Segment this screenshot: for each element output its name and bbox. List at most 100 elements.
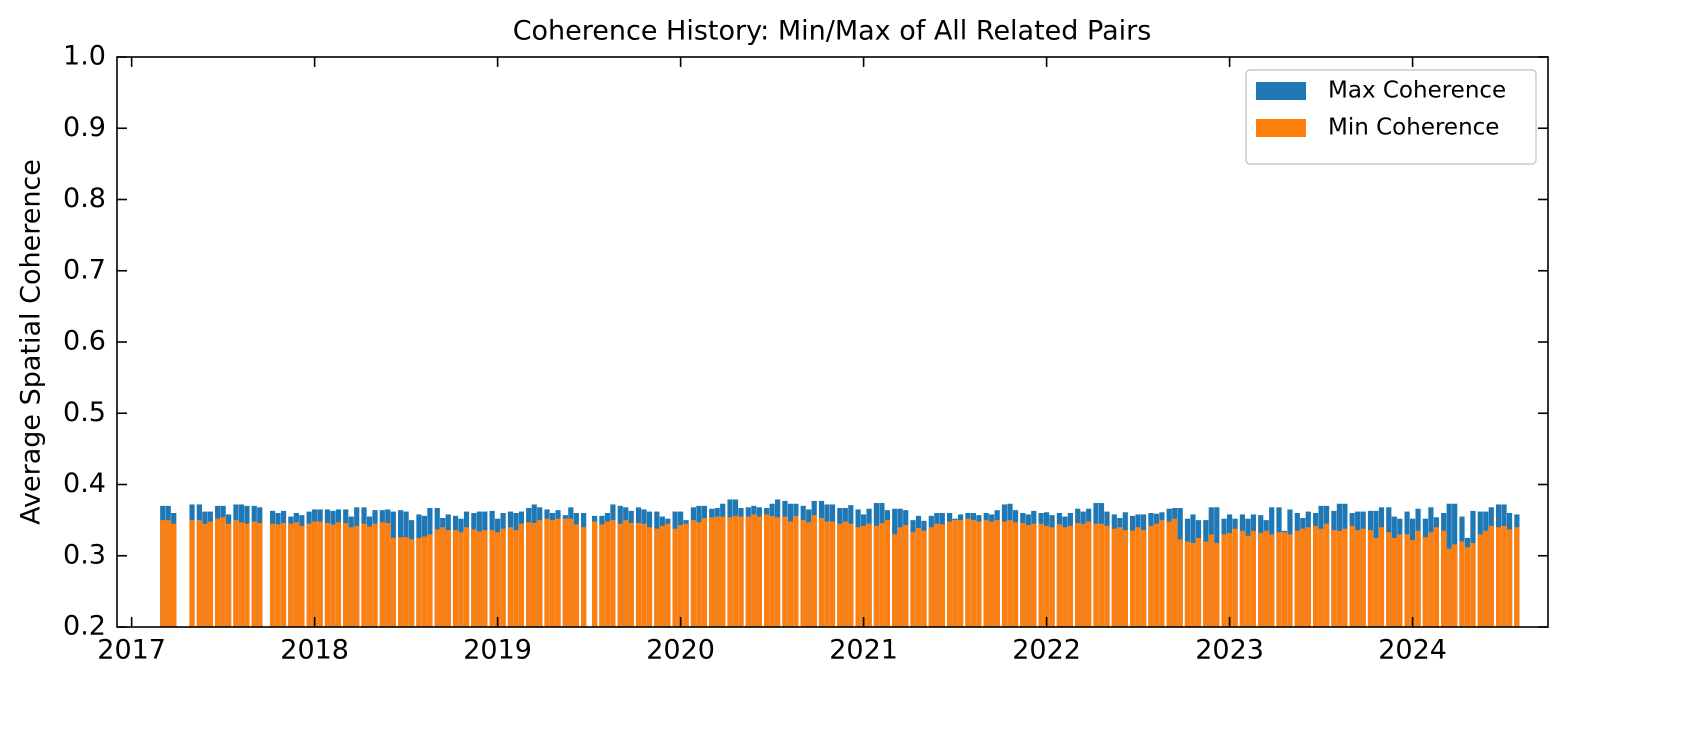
bar <box>848 523 854 627</box>
bar <box>1159 520 1165 627</box>
bar <box>690 520 697 627</box>
bar <box>1049 527 1055 627</box>
bar <box>403 537 409 627</box>
bar <box>354 525 360 627</box>
bar <box>787 521 794 627</box>
y-tick-label: 0.7 <box>63 254 106 285</box>
bar <box>518 523 525 627</box>
bar <box>921 530 927 627</box>
bar <box>782 516 788 627</box>
bar <box>1422 537 1428 627</box>
bar <box>463 527 470 627</box>
bar <box>1415 530 1421 627</box>
bar <box>1007 520 1013 627</box>
bar <box>1044 525 1050 627</box>
bar <box>806 522 812 627</box>
bar <box>1062 527 1068 627</box>
axes: 0.2 0.3 0.4 0.5 0.6 0.7 0.8 0.9 1.0 2017 2018 2019 2… <box>63 41 1549 666</box>
bar <box>1378 527 1385 627</box>
bar <box>1300 528 1306 627</box>
bar <box>1098 523 1105 627</box>
legend-label: Max Coherence <box>1328 78 1506 104</box>
bar <box>312 521 318 627</box>
bar <box>1203 541 1209 627</box>
bar <box>720 516 726 627</box>
bar <box>1501 525 1507 627</box>
bar <box>1331 530 1337 627</box>
bar <box>207 521 213 627</box>
bar <box>476 531 482 627</box>
bar <box>1153 523 1159 627</box>
bar <box>1130 530 1136 627</box>
bar <box>335 522 342 627</box>
bar <box>764 514 770 627</box>
bar <box>1281 532 1288 627</box>
bar <box>1441 530 1447 627</box>
bar <box>1433 527 1439 627</box>
bar <box>385 522 391 627</box>
bar <box>1250 530 1256 627</box>
bar <box>879 522 885 627</box>
bar <box>1287 534 1293 627</box>
bar <box>189 520 195 627</box>
bar <box>915 527 922 627</box>
bar <box>471 529 477 627</box>
bar <box>306 523 312 627</box>
bar <box>1349 525 1355 627</box>
bar <box>910 532 916 627</box>
bar <box>196 520 202 627</box>
bar <box>1031 523 1037 627</box>
bar <box>903 525 909 627</box>
bar <box>1226 532 1233 627</box>
bar <box>1111 528 1117 627</box>
bar <box>1025 525 1031 627</box>
bar <box>855 527 861 627</box>
bar <box>892 534 898 627</box>
bar <box>317 521 323 627</box>
bar <box>983 520 989 627</box>
bar <box>372 523 378 627</box>
bar <box>957 520 964 627</box>
bar <box>1506 529 1513 627</box>
bar <box>1323 523 1330 627</box>
bar <box>366 526 373 627</box>
bar <box>165 520 171 627</box>
bar <box>824 521 830 627</box>
bar <box>976 521 982 627</box>
bar <box>1386 532 1392 627</box>
bar <box>1312 525 1319 627</box>
bar <box>581 527 587 627</box>
bar <box>1459 541 1465 627</box>
bar <box>756 516 762 627</box>
bar <box>1190 542 1196 627</box>
bar <box>452 530 459 627</box>
bar <box>1391 537 1397 627</box>
bar <box>1117 527 1123 627</box>
bar <box>513 530 519 627</box>
bar <box>1135 527 1141 627</box>
x-tick-label: 2024 <box>1378 635 1447 666</box>
bar <box>751 514 757 627</box>
y-tick-label: 1.0 <box>63 41 106 72</box>
bar <box>1221 534 1227 627</box>
bar <box>1001 521 1008 627</box>
bar <box>416 537 422 627</box>
bar <box>288 523 294 627</box>
bar <box>1367 530 1374 627</box>
bar <box>1239 530 1246 627</box>
bar <box>1404 534 1410 627</box>
bar <box>842 521 848 627</box>
bar <box>275 524 281 627</box>
bar <box>280 522 287 627</box>
bar <box>1342 528 1348 627</box>
bar <box>592 521 598 627</box>
bar <box>440 527 446 627</box>
bar <box>482 530 488 627</box>
bar <box>696 522 702 627</box>
bar <box>1294 530 1300 627</box>
bar <box>928 527 934 627</box>
bar <box>818 517 825 627</box>
bar <box>361 523 367 627</box>
bar <box>215 518 221 627</box>
